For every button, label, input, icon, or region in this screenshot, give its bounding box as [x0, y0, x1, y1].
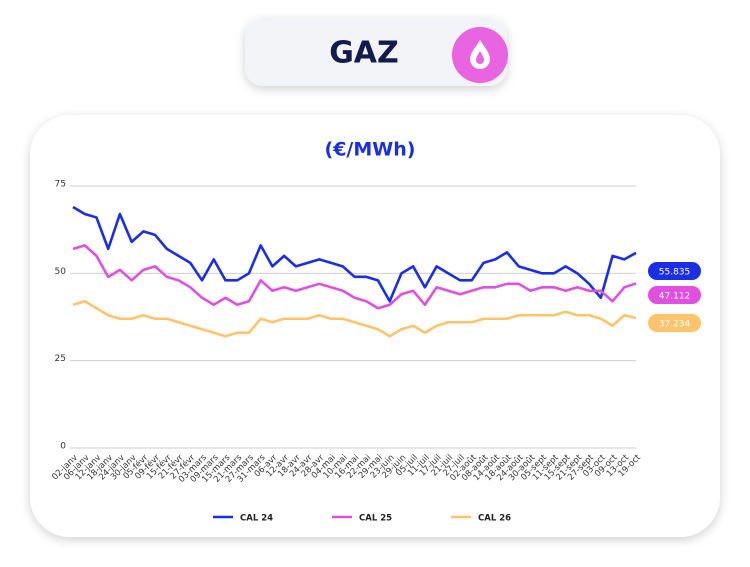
chart-card [30, 115, 720, 537]
header-pill [245, 18, 507, 86]
y-tick-label: 25 [55, 354, 66, 364]
legend-label: CAL 24 [240, 514, 273, 524]
end-badge [648, 314, 701, 332]
y-tick-label: 0 [60, 442, 66, 452]
end-badge [648, 286, 701, 304]
series-line [72, 244, 637, 310]
end-value-label: 47.112 [659, 292, 691, 302]
end-value-label: 55.835 [659, 268, 691, 278]
end-value-label: 37.234 [659, 320, 691, 330]
legend-label: CAL 25 [359, 514, 392, 524]
drop-inner [476, 51, 484, 64]
series-line [72, 299, 637, 338]
header-title: GAZ [329, 36, 399, 71]
chart-title: (€/MWh) [325, 139, 416, 161]
series-line [72, 205, 637, 303]
y-tick-label: 50 [55, 267, 67, 277]
y-tick-label: 75 [55, 180, 66, 190]
legend-label: CAL 26 [478, 514, 511, 524]
end-badge [648, 262, 701, 280]
